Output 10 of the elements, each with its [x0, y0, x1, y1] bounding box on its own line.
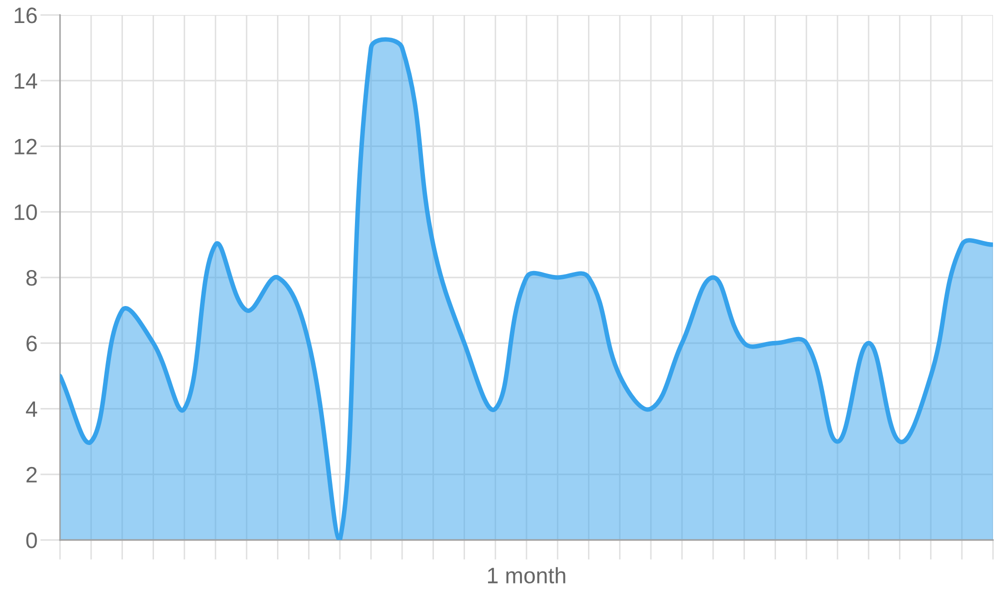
x-axis-title: 1 month	[488, 567, 566, 584]
y-tick-label: 8	[26, 270, 37, 286]
y-tick-label: 2	[26, 466, 37, 482]
y-tick-label: 0	[26, 532, 37, 548]
y-tick-label: 4	[26, 402, 38, 417]
y-tick-label: 14	[14, 73, 38, 89]
y-tick-label: 12	[14, 138, 37, 154]
y-tick-label: 16	[14, 8, 37, 24]
y-tick-label: 6	[26, 336, 37, 352]
y-tick-label: 10	[14, 204, 37, 220]
